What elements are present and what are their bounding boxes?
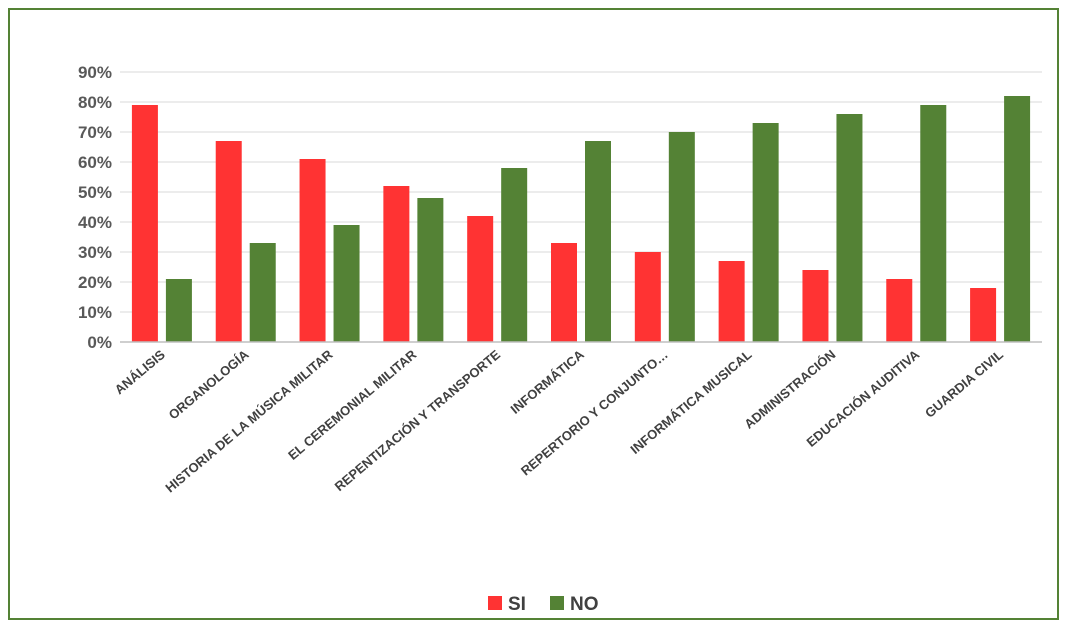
legend: SI NO xyxy=(488,594,599,615)
bar-si xyxy=(970,288,997,342)
y-tick-label: 30% xyxy=(78,243,112,262)
legend-label-si: SI xyxy=(508,594,526,615)
x-tick-label: HISTORIA DE LA MÚSICA MILITAR xyxy=(162,346,335,495)
bar-no xyxy=(1004,96,1031,342)
bar-no xyxy=(501,168,528,342)
y-tick-label: 40% xyxy=(78,213,112,232)
legend-swatch-no xyxy=(550,596,564,610)
x-tick-label: ORGANOLOGÍA xyxy=(166,346,252,422)
y-tick-label: 70% xyxy=(78,123,112,142)
bar-no xyxy=(920,105,947,342)
y-tick-label: 10% xyxy=(78,303,112,322)
x-tick-label: INFORMÁTICA xyxy=(508,346,588,416)
bar-si xyxy=(215,141,242,342)
x-tick-label: ANÁLISIS xyxy=(112,347,168,398)
bar-no xyxy=(165,279,192,342)
bar-si xyxy=(802,270,829,342)
bar-si xyxy=(551,243,577,342)
y-tick-label: 90% xyxy=(78,63,112,82)
x-tick-label: GUARDIA CIVIL xyxy=(922,347,1006,421)
x-tick-label: REPENTIZACIÓN Y TRANSPORTE xyxy=(332,347,504,494)
y-tick-label: 0% xyxy=(87,333,112,352)
bar-si xyxy=(886,279,913,342)
x-tick-label: ADMINISTRACIÓN xyxy=(741,347,838,432)
bar-no xyxy=(836,114,863,342)
bars xyxy=(131,96,1031,342)
y-tick-label: 80% xyxy=(78,93,112,112)
bar-no xyxy=(249,243,276,342)
bar-si xyxy=(299,159,326,342)
legend-label-no: NO xyxy=(570,594,599,615)
bar-no xyxy=(752,123,779,342)
y-tick-label: 20% xyxy=(78,273,112,292)
legend-swatch-si xyxy=(488,596,502,610)
y-tick-label: 60% xyxy=(78,153,112,172)
bar-si xyxy=(467,216,494,342)
y-axis-ticks: 0% 10% 20% 30% 40% 50% 60% 70% 80% 90% xyxy=(78,63,112,352)
bar-no xyxy=(417,198,444,342)
bar-no xyxy=(585,141,611,342)
bar-no xyxy=(333,225,360,342)
bar-si xyxy=(634,252,661,342)
bar-si xyxy=(383,186,410,342)
bar-si xyxy=(131,105,158,342)
bar-no xyxy=(668,132,695,342)
x-tick-label: REPERTORIO Y CONJUNTO… xyxy=(518,347,671,479)
y-tick-label: 50% xyxy=(78,183,112,202)
bar-si xyxy=(718,261,745,342)
